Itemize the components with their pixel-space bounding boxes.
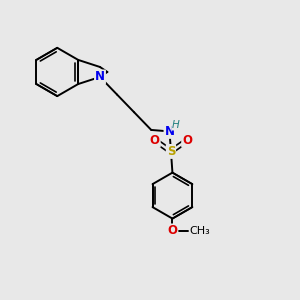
Text: O: O — [182, 134, 192, 147]
Text: CH₃: CH₃ — [189, 226, 210, 236]
Text: O: O — [150, 134, 160, 147]
Text: N: N — [95, 70, 105, 83]
Text: N: N — [164, 125, 175, 138]
Text: S: S — [167, 145, 175, 158]
Text: O: O — [167, 224, 177, 237]
Text: H: H — [172, 120, 180, 130]
